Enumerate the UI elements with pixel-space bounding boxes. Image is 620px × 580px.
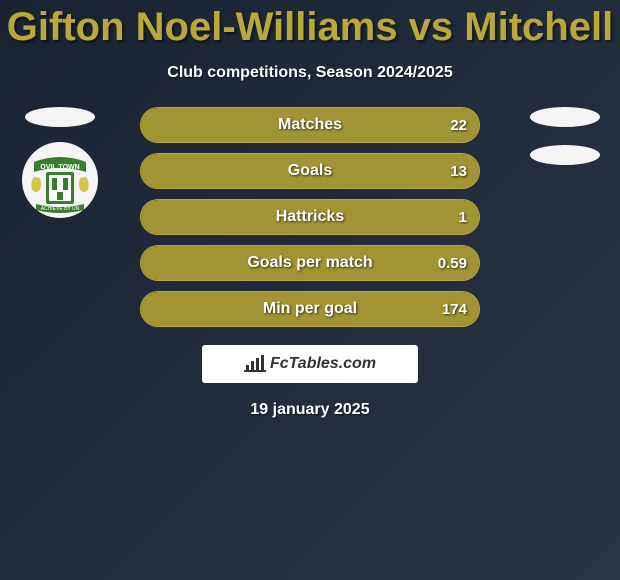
club-crest: OVIL TOWN ACHIEVE BY UN [22, 142, 98, 218]
date-label: 19 january 2025 [0, 401, 620, 419]
stat-value: 174 [442, 292, 467, 326]
svg-text:OVIL TOWN: OVIL TOWN [40, 164, 79, 171]
stat-bar-goals: Goals 13 [140, 153, 480, 189]
stat-value: 13 [450, 154, 467, 188]
stat-label: Goals [141, 154, 479, 188]
chart-icon [244, 355, 266, 373]
left-player-badges: OVIL TOWN ACHIEVE BY UN [25, 107, 95, 218]
stat-bar-matches: Matches 22 [140, 107, 480, 143]
stat-value: 0.59 [438, 246, 467, 280]
crest-icon: OVIL TOWN ACHIEVE BY UN [22, 142, 98, 218]
comparison-container: OVIL TOWN ACHIEVE BY UN Matches 22 Go [0, 107, 620, 327]
svg-text:ACHIEVE BY UN: ACHIEVE BY UN [41, 206, 80, 212]
left-ellipse-1 [25, 107, 95, 127]
stat-label: Min per goal [141, 292, 479, 326]
logo-text: FcTables.com [270, 355, 376, 373]
stat-value: 1 [459, 200, 467, 234]
right-ellipse-1 [530, 107, 600, 127]
logo-box[interactable]: FcTables.com [202, 345, 418, 383]
stat-bar-goals-per-match: Goals per match 0.59 [140, 245, 480, 281]
right-ellipse-2 [530, 145, 600, 165]
stat-label: Hattricks [141, 200, 479, 234]
page-subtitle: Club competitions, Season 2024/2025 [0, 64, 620, 82]
right-player-badges [530, 107, 600, 180]
stat-bar-min-per-goal: Min per goal 174 [140, 291, 480, 327]
stat-label: Goals per match [141, 246, 479, 280]
stat-bar-hattricks: Hattricks 1 [140, 199, 480, 235]
stat-value: 22 [450, 108, 467, 142]
stat-bars-container: Matches 22 Goals 13 Hattricks 1 Goals pe… [140, 107, 480, 327]
stat-label: Matches [141, 108, 479, 142]
page-title: Gifton Noel-Williams vs Mitchell [0, 0, 620, 50]
